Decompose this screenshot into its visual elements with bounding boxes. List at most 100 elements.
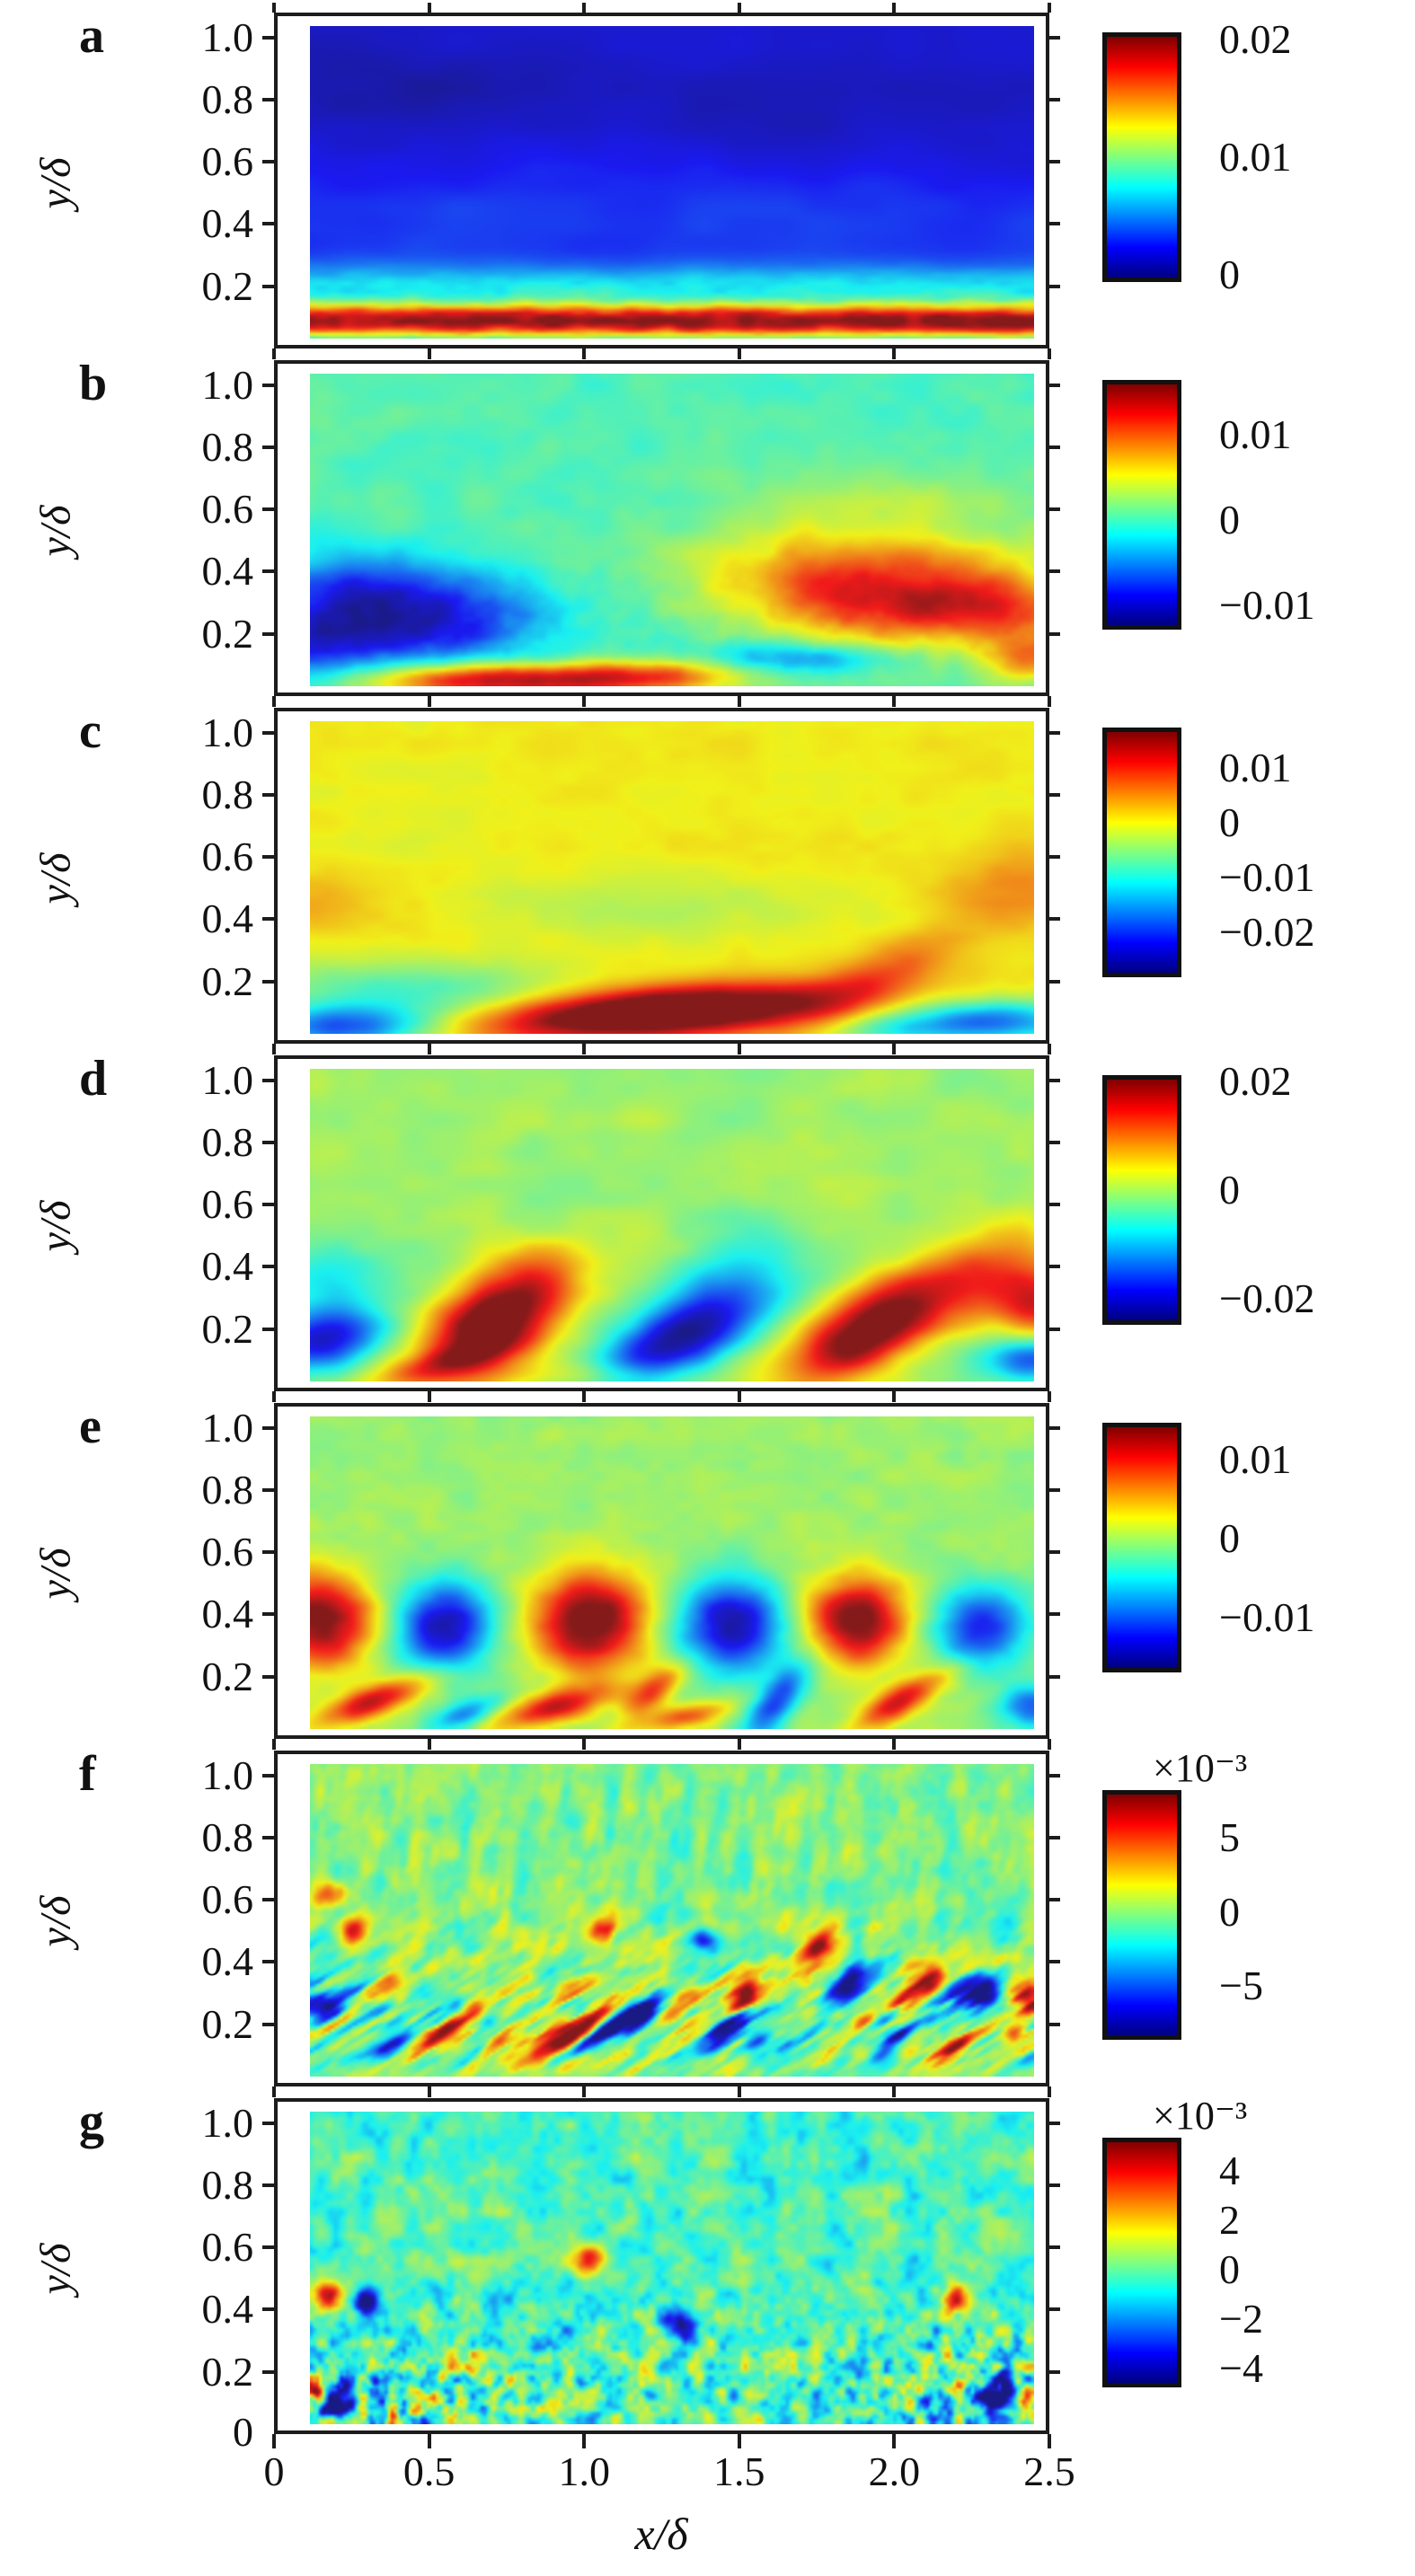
x-tick xyxy=(582,2086,587,2097)
x-tick xyxy=(272,2434,276,2448)
y-tick-label: 0.8 xyxy=(201,75,254,122)
plot-area xyxy=(274,13,1049,348)
y-tick-right xyxy=(1049,2369,1060,2374)
y-tick-right xyxy=(1049,35,1060,40)
y-tick-label: 0.2 xyxy=(201,610,254,657)
x-tick xyxy=(582,1391,587,1402)
y-tick xyxy=(262,631,274,636)
colorbar-tick-label: 0.02 xyxy=(1219,15,1292,62)
plot-area xyxy=(274,708,1049,1044)
colorbar-gradient xyxy=(1102,32,1181,282)
y-tick xyxy=(262,1078,274,1082)
x-tick xyxy=(427,1391,431,1402)
y-tick-right xyxy=(1049,1078,1060,1082)
y-tick-label: 0.4 xyxy=(201,200,254,247)
x-tick xyxy=(272,696,276,707)
x-tick xyxy=(427,348,431,359)
colorbar-gradient xyxy=(1102,1075,1181,1325)
y-tick xyxy=(262,1265,274,1269)
colorbar-gradient xyxy=(1102,380,1181,630)
contour-field-e xyxy=(310,1416,1034,1729)
y-tick-right xyxy=(1049,1140,1060,1144)
panel-g: g y/δ ×10⁻³ 4 2 0 −2 −4 1.0 0.8 0.6 0.4 0.2 0 xyxy=(0,2094,1415,2456)
contour-field-b xyxy=(310,374,1034,686)
x-tick-label: 1.5 xyxy=(713,2448,765,2494)
y-tick xyxy=(262,2307,274,2312)
colorbar-tick-label: −2 xyxy=(1219,2296,1263,2342)
contour-field-f xyxy=(310,1764,1034,2077)
y-tick-right xyxy=(1049,855,1060,860)
y-tick-label: 1.0 xyxy=(201,361,254,408)
y-tick-right xyxy=(1049,97,1060,101)
contour-field-g xyxy=(310,2112,1034,2424)
x-tick xyxy=(737,1044,741,1054)
colorbar-tick-label: −0.01 xyxy=(1219,853,1315,900)
y-tick xyxy=(262,979,274,984)
colorbar-multiplier: ×10⁻³ xyxy=(1153,2094,1248,2138)
y-axis-title: y/δ xyxy=(31,157,80,209)
y-tick-label: 0.2 xyxy=(201,957,254,1004)
y-tick-right xyxy=(1049,445,1060,449)
y-axis-title: y/δ xyxy=(31,852,80,904)
y-tick xyxy=(262,2183,274,2187)
colorbar-tick-label: 0.01 xyxy=(1219,1436,1292,1483)
y-tick xyxy=(262,1140,274,1144)
panel-letter: d xyxy=(79,1050,108,1107)
y-tick-right xyxy=(1049,1550,1060,1555)
colorbar-tick-label: 0 xyxy=(1219,1167,1240,1213)
y-tick-right xyxy=(1049,507,1060,512)
colorbar: 0.01 0 −0.01 −0.02 xyxy=(1102,708,1415,1044)
x-tick xyxy=(737,2086,741,2097)
y-tick-label: 1.0 xyxy=(201,1751,254,1798)
colorbar-tick-label: 0.01 xyxy=(1219,411,1292,458)
y-tick-label: 0.6 xyxy=(201,2224,254,2271)
colorbar-tick-label: 0 xyxy=(1219,251,1240,298)
colorbar-tick-label: 0 xyxy=(1219,1888,1240,1935)
y-tick-right xyxy=(1049,569,1060,574)
y-tick-right xyxy=(1049,383,1060,387)
y-tick-right xyxy=(1049,792,1060,797)
y-tick-label: 1.0 xyxy=(201,13,254,60)
y-tick-right xyxy=(1049,1265,1060,1269)
panel-b: b y/δ 0.01 0 −0.01 1.0 0.8 0.6 0.4 0.2 xyxy=(0,355,1415,707)
colorbar: 0.01 0 −0.01 xyxy=(1102,360,1415,696)
y-axis-title: y/δ xyxy=(31,2243,80,2295)
y-tick xyxy=(262,1898,274,1902)
y-tick xyxy=(262,507,274,512)
panel-letter: c xyxy=(79,702,102,759)
x-tick-top xyxy=(582,3,587,13)
x-tick xyxy=(737,2434,741,2448)
y-tick xyxy=(262,917,274,922)
colorbar: 0.02 0.01 0 xyxy=(1102,13,1415,348)
y-tick-right xyxy=(1049,979,1060,984)
y-tick-right xyxy=(1049,1612,1060,1617)
panel-letter: b xyxy=(79,355,108,411)
colorbar-gradient xyxy=(1102,2138,1181,2387)
x-tick-label: 2.0 xyxy=(868,2448,921,2494)
x-tick xyxy=(1048,1739,1051,1750)
y-tick-label-zero: 0 xyxy=(233,2409,253,2455)
y-tick-label: 0.4 xyxy=(201,548,254,595)
x-tick-label: 0 xyxy=(263,2448,285,2494)
colorbar-tick-label: −0.01 xyxy=(1219,581,1315,628)
colorbar-multiplier: ×10⁻³ xyxy=(1153,1746,1248,1790)
y-tick xyxy=(262,1674,274,1679)
y-axis-title: y/δ xyxy=(31,1548,80,1600)
x-tick xyxy=(1048,2086,1051,2097)
x-tick xyxy=(892,1739,897,1750)
y-tick-label: 0.6 xyxy=(201,1876,254,1923)
y-tick xyxy=(262,1960,274,1964)
x-tick xyxy=(1048,1044,1051,1054)
y-tick-label: 0.8 xyxy=(201,1813,254,1860)
y-tick-label: 0.4 xyxy=(201,895,254,942)
colorbar: ×10⁻³ 4 2 0 −2 −4 xyxy=(1102,2094,1415,2434)
colorbar-tick-label: 5 xyxy=(1219,1813,1240,1860)
x-tick xyxy=(1048,2434,1051,2448)
y-tick-right xyxy=(1049,1203,1060,1207)
panel-f: f y/δ ×10⁻³ 5 0 −5 1.0 0.8 0.6 0.4 0.2 xyxy=(0,1747,1415,2097)
x-tick xyxy=(737,696,741,707)
colorbar-gradient xyxy=(1102,1423,1181,1672)
y-tick xyxy=(262,730,274,735)
colorbar-tick-label: −0.02 xyxy=(1219,908,1315,955)
y-tick xyxy=(262,855,274,860)
